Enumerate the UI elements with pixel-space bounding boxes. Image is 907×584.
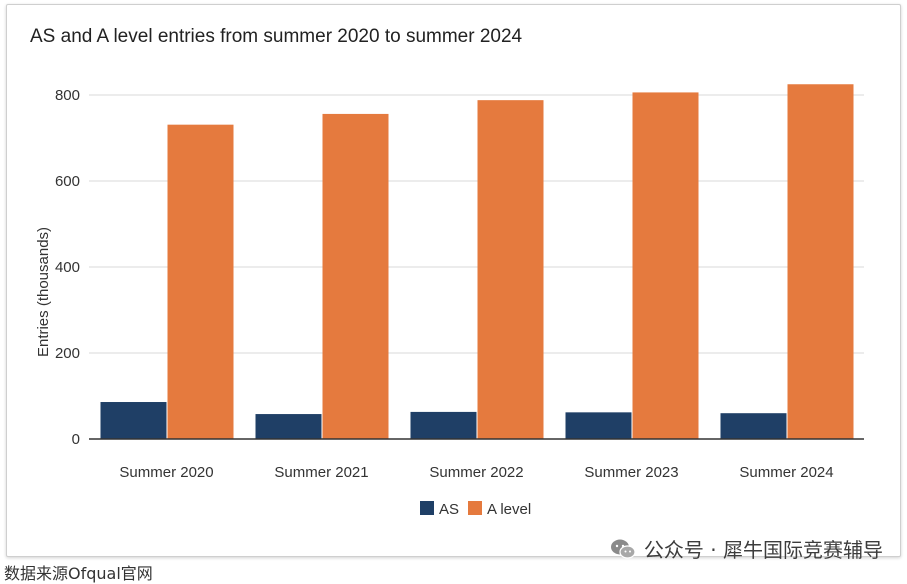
bar-as-1 [255, 414, 322, 439]
y-axis-ticks: 0 200 400 600 800 [55, 87, 80, 448]
bar-as-3 [565, 412, 632, 439]
x-category-label: Summer 2023 [584, 464, 678, 481]
legend-label: A level [487, 501, 531, 518]
x-category-label: Summer 2020 [119, 464, 213, 481]
x-category-label: Summer 2022 [429, 464, 523, 481]
y-axis-label: Entries (thousands) [35, 227, 52, 357]
y-tick-label: 0 [72, 431, 80, 448]
watermark: 公众号 · 犀牛国际竞赛辅导 [610, 534, 883, 563]
source-note: 数据来源Ofqual官网 [4, 564, 153, 583]
x-category-label: Summer 2024 [739, 464, 833, 481]
bar-as-2 [410, 411, 477, 439]
bar-a-level-2 [477, 100, 544, 439]
legend-label: AS [439, 501, 459, 518]
chart-frame [6, 4, 901, 557]
y-tick-label: 800 [55, 87, 80, 104]
legend-swatch [420, 501, 434, 515]
bars [100, 84, 854, 440]
x-axis-categories: Summer 2020 Summer 2021 Summer 2022 Summer … [119, 464, 833, 481]
y-tick-label: 400 [55, 259, 80, 276]
bar-a-level-0 [167, 124, 234, 440]
bar-a-level-4 [787, 84, 854, 439]
chart-title: AS and A level entries from summer 2020 … [30, 26, 523, 47]
bar-as-4 [720, 413, 787, 439]
legend: AS A level [420, 501, 531, 518]
legend-swatch [468, 501, 482, 515]
y-tick-label: 200 [55, 345, 80, 362]
watermark-text: 公众号 · 犀牛国际竞赛辅导 [643, 538, 883, 562]
bar-a-level-1 [322, 113, 389, 440]
y-tick-label: 600 [55, 173, 80, 190]
wechat-icon [610, 538, 636, 560]
bar-as-0 [100, 402, 167, 439]
bar-a-level-3 [632, 92, 699, 440]
x-category-label: Summer 2021 [274, 464, 368, 481]
